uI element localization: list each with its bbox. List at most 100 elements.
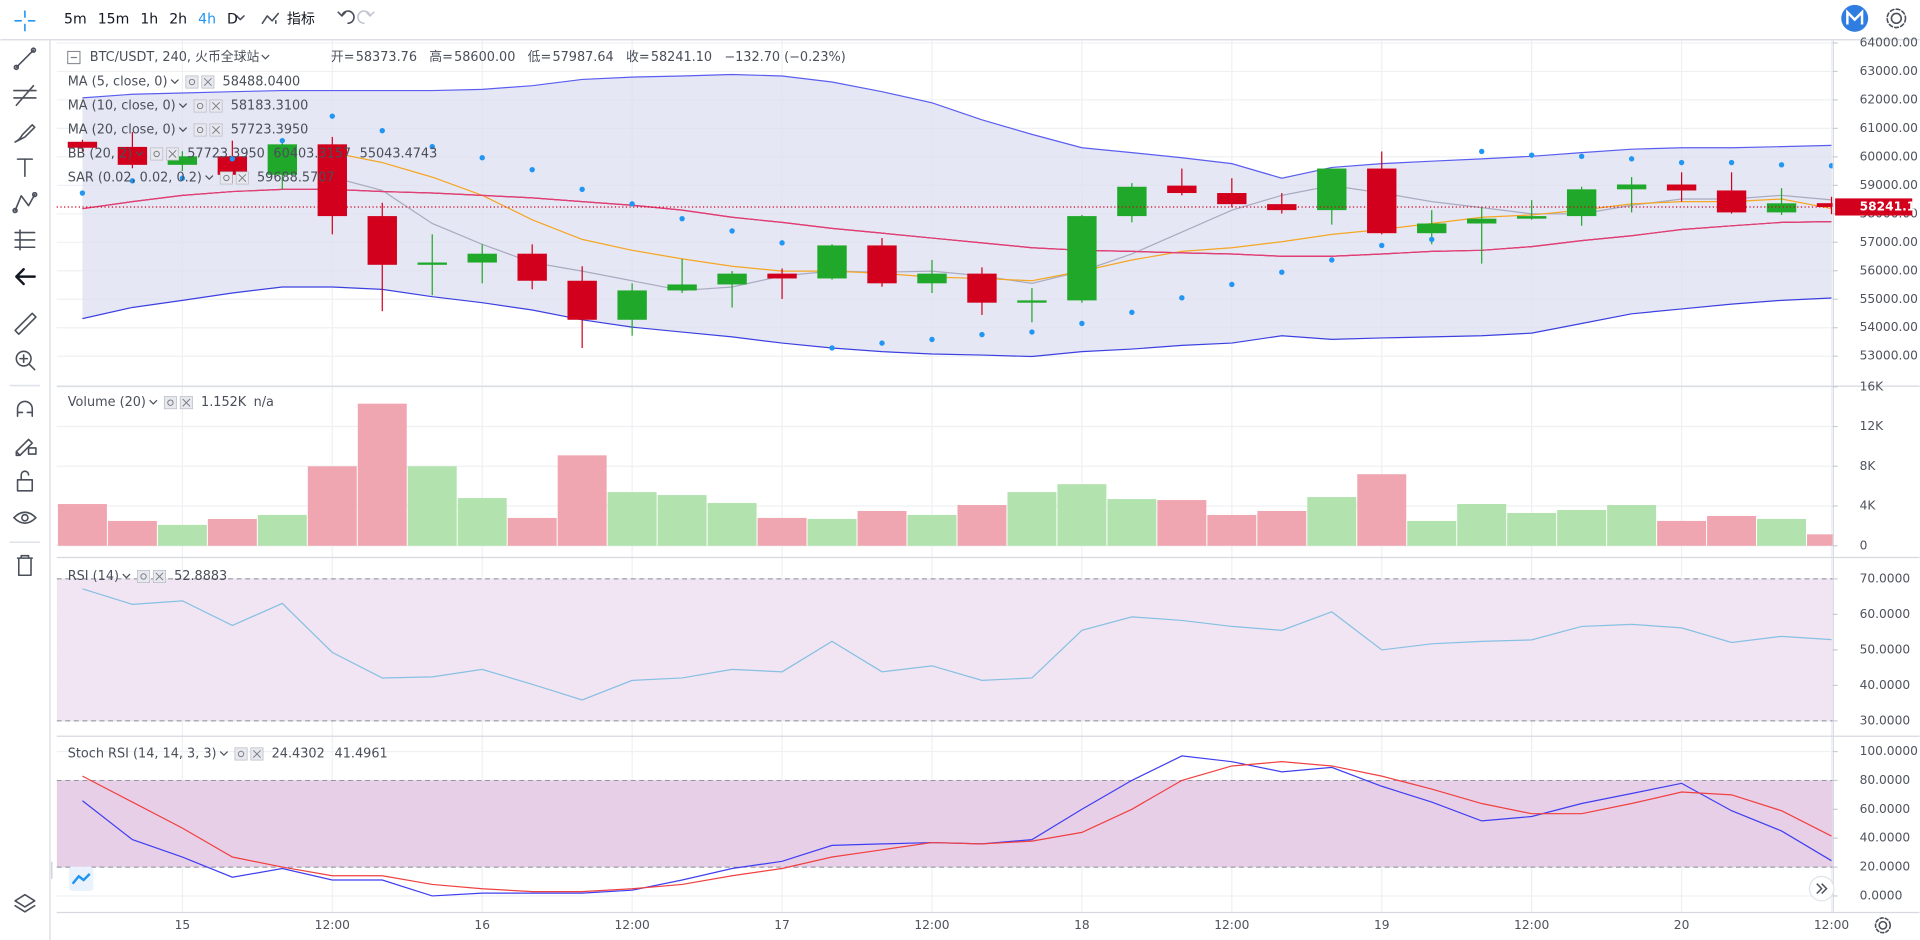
legend-menu[interactable] (178, 103, 188, 109)
legend-visibility[interactable] (234, 747, 248, 761)
collapse-button[interactable] (67, 50, 81, 65)
volume-bar (1457, 504, 1507, 546)
indicator-name[interactable]: SAR (0.02, 0.02, 0.2) (68, 170, 202, 185)
delete-tool[interactable] (16, 554, 34, 577)
indicators-button[interactable]: 指标 (287, 12, 315, 28)
back-tool[interactable] (15, 268, 36, 286)
indicator-name[interactable]: BB (20, 2) (68, 146, 132, 161)
candle-body (917, 273, 947, 284)
indicator-name[interactable]: Stoch RSI (14, 14, 3, 3) (68, 746, 217, 761)
candle-body (1317, 168, 1347, 211)
candle-body (417, 262, 447, 265)
volume-bar (1207, 514, 1257, 546)
sar-dot (829, 345, 835, 351)
y-tick-label: 59000.00 (1860, 178, 1918, 192)
legend-visibility-icon (153, 150, 160, 158)
y-tick-label: 100.0000 (1860, 744, 1918, 758)
interval-button[interactable]: 15m (98, 12, 130, 28)
legend-visibility[interactable] (193, 123, 207, 137)
candle-body (1367, 168, 1397, 234)
y-tick-label: 61000.00 (1860, 121, 1918, 135)
text-tool[interactable] (16, 158, 34, 178)
interval-button[interactable]: D (227, 12, 238, 28)
sar-dot (1179, 295, 1185, 301)
interval-menu[interactable] (235, 15, 245, 21)
indicator-name[interactable]: Volume (20) (68, 395, 146, 410)
candle-body (1816, 203, 1833, 207)
sar-dot (279, 137, 286, 144)
y-tick-label: 0.0000 (1860, 888, 1903, 902)
ohlc-value: 58600.00 (454, 50, 515, 65)
indicator-value: 1.152K (201, 395, 247, 410)
logo-button[interactable] (1841, 4, 1869, 32)
prediction-tool[interactable] (14, 229, 36, 251)
ohlc-value: 58241.10 (651, 50, 712, 65)
legend-menu[interactable] (149, 399, 158, 405)
band-fill (56, 780, 1833, 868)
trend-line-tool[interactable] (13, 47, 37, 71)
undo-button[interactable] (337, 10, 355, 25)
interval-button[interactable]: 2h (169, 12, 187, 28)
ma-line (82, 188, 1832, 257)
fib-tool[interactable] (13, 84, 37, 107)
legend-visibility[interactable] (137, 569, 151, 583)
volume-bar (1407, 520, 1457, 546)
legend-visibility[interactable] (219, 171, 233, 185)
indicator-name[interactable]: MA (5, close, 0) (68, 75, 168, 90)
interval-button[interactable]: 4h (198, 12, 216, 28)
redo-button[interactable] (357, 10, 375, 25)
volume-bar (1307, 497, 1357, 546)
legend-visibility[interactable] (185, 75, 199, 89)
indicator-name[interactable]: MA (20, close, 0) (68, 122, 176, 137)
legend-menu[interactable] (219, 751, 229, 757)
legend-menu[interactable] (178, 127, 188, 133)
y-tick-label: 63000.00 (1860, 64, 1918, 78)
interval-button[interactable]: 5m (64, 12, 87, 28)
indicator-value: 24.4302 (272, 746, 325, 761)
legend-remove-icon (203, 77, 212, 87)
sar-dot (429, 143, 435, 150)
legend-menu[interactable] (261, 54, 270, 60)
legend-visibility[interactable] (150, 147, 164, 161)
brush-tool[interactable] (14, 124, 36, 143)
indicator-value: 59688.5707 (257, 170, 335, 185)
volume-bar (607, 492, 657, 546)
layers-button[interactable] (14, 893, 36, 913)
pattern-tool[interactable] (12, 191, 38, 214)
y-tick-label: 80.0000 (1860, 773, 1911, 787)
bollinger-fill (82, 74, 1832, 357)
candle-body (67, 141, 98, 148)
legend-menu[interactable] (170, 79, 179, 85)
legend-menu[interactable] (122, 573, 131, 579)
watermark-logo-mark (71, 873, 91, 885)
volume-bar (107, 520, 157, 546)
crosshair-tool[interactable] (14, 10, 36, 32)
y-tick-label: 30.0000 (1860, 713, 1911, 727)
ruler-tool[interactable] (14, 312, 37, 335)
lock-drawing-tool[interactable] (15, 438, 37, 457)
indicator-icon[interactable] (261, 12, 280, 25)
x-tick-label: 12:00 (914, 918, 949, 932)
visibility-tool[interactable] (13, 511, 37, 525)
indicator-value: 58183.3100 (231, 98, 309, 113)
axis-settings[interactable] (1874, 917, 1892, 934)
volume-bar (1757, 518, 1807, 546)
y-tick-label: 20.0000 (1860, 860, 1911, 874)
legend-menu[interactable] (135, 151, 144, 157)
candle-body (1117, 186, 1147, 217)
lock-tool[interactable] (16, 470, 34, 492)
zoom-tool[interactable] (15, 350, 36, 371)
magnet-tool[interactable] (16, 400, 34, 417)
sar-dot (979, 331, 985, 338)
indicator-name[interactable]: RSI (14) (68, 569, 119, 584)
legend-visibility[interactable] (163, 396, 177, 410)
indicator-name[interactable]: MA (10, close, 0) (68, 98, 176, 113)
settings-button[interactable] (1886, 8, 1907, 29)
candle-body (367, 216, 397, 265)
sar-dot (79, 190, 86, 196)
drawing-tools[interactable] (9, 10, 41, 913)
interval-button[interactable]: 1h (140, 12, 158, 28)
last-price-tag (1835, 198, 1913, 216)
legend-visibility[interactable] (193, 99, 207, 113)
legend-menu[interactable] (205, 175, 214, 181)
